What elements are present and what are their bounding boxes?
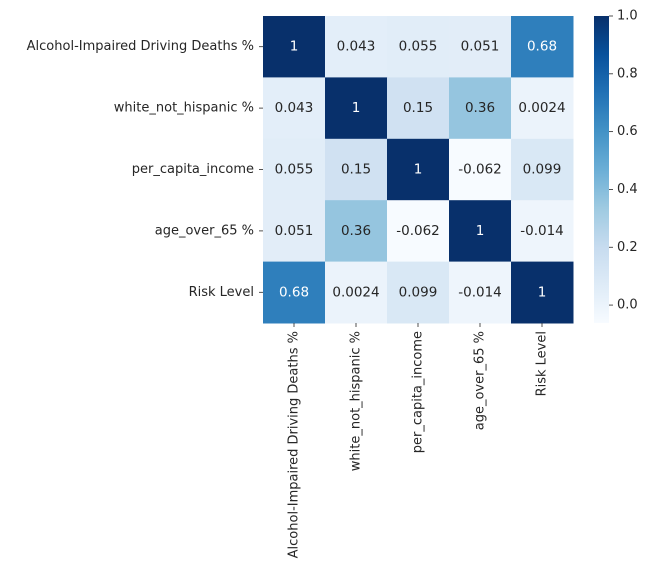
cell-value-label: -0.062 bbox=[458, 162, 502, 178]
heatmap-cell bbox=[325, 138, 388, 201]
colorbar-tick-label: 1.0 bbox=[617, 9, 638, 24]
heatmap-cell bbox=[511, 16, 574, 78]
cell-value-label: 1 bbox=[414, 162, 423, 178]
heatmap-cell bbox=[325, 200, 388, 263]
heatmap-cells bbox=[263, 16, 574, 324]
heatmap-cell bbox=[263, 16, 326, 78]
x-tick-label: Risk Level bbox=[535, 331, 550, 396]
cell-value-label: 0.36 bbox=[465, 100, 495, 116]
heatmap-cell bbox=[325, 261, 388, 324]
x-tick-label: white_not_hispanic % bbox=[349, 331, 364, 471]
cell-value-label: 0.043 bbox=[337, 39, 376, 55]
y-tick-label: white_not_hispanic % bbox=[114, 101, 254, 116]
heatmap-cell bbox=[449, 16, 512, 78]
heatmap-cell bbox=[449, 77, 512, 140]
cell-value-label: 0.68 bbox=[527, 39, 557, 55]
heatmap-cell bbox=[511, 261, 574, 324]
heatmap-cell bbox=[387, 77, 450, 140]
colorbar-tick-label: 0.4 bbox=[617, 182, 638, 197]
cell-value-label: -0.014 bbox=[520, 223, 564, 239]
heatmap-cell bbox=[387, 261, 450, 324]
heatmap-cell bbox=[387, 16, 450, 78]
heatmap-cell bbox=[449, 261, 512, 324]
cell-value-label: 1 bbox=[290, 39, 299, 55]
x-tick-label: Alcohol-Impaired Driving Deaths % bbox=[287, 331, 302, 558]
heatmap-cell bbox=[263, 77, 326, 140]
heatmap-cell bbox=[511, 200, 574, 263]
y-tick-label: Alcohol-Impaired Driving Deaths % bbox=[27, 39, 254, 54]
colorbar: 0.0 0.2 0.4 0.6 0.8 1.0 bbox=[594, 9, 638, 323]
colorbar-tick-label: 0.6 bbox=[617, 124, 638, 139]
cell-value-label: 0.0024 bbox=[332, 284, 379, 300]
y-tick-label: Risk Level bbox=[189, 285, 254, 300]
cell-value-label: 0.051 bbox=[461, 39, 500, 55]
cell-value-label: 0.055 bbox=[399, 39, 438, 55]
heatmap-cell bbox=[387, 138, 450, 201]
cell-labels: 1 0.043 0.055 0.051 0.68 0.043 1 0.15 0.36 0.0024… bbox=[275, 39, 566, 301]
cell-value-label: 1 bbox=[476, 223, 485, 239]
heatmap-cell bbox=[263, 261, 326, 324]
cell-value-label: 0.099 bbox=[399, 284, 438, 300]
heatmap-cell bbox=[449, 200, 512, 263]
colorbar-tick-label: 0.8 bbox=[617, 66, 638, 81]
y-axis-ticks: Alcohol-Impaired Driving Deaths % white_n… bbox=[27, 39, 263, 300]
heatmap-cell bbox=[511, 138, 574, 201]
y-tick-label: age_over_65 % bbox=[155, 223, 254, 238]
colorbar-gradient bbox=[594, 16, 609, 323]
cell-value-label: 1 bbox=[538, 284, 547, 300]
heatmap-cell bbox=[263, 200, 326, 263]
x-tick-label: age_over_65 % bbox=[473, 331, 488, 430]
cell-value-label: 0.055 bbox=[275, 162, 314, 178]
cell-value-label: 0.051 bbox=[275, 223, 314, 239]
heatmap-cell bbox=[449, 138, 512, 201]
cell-value-label: 0.0024 bbox=[518, 100, 565, 116]
cell-value-label: 0.043 bbox=[275, 100, 314, 116]
cell-value-label: 0.099 bbox=[523, 162, 562, 178]
x-axis-ticks: Alcohol-Impaired Driving Deaths % white_n… bbox=[287, 323, 550, 558]
cell-value-label: 0.36 bbox=[341, 223, 371, 239]
colorbar-tick-label: 0.2 bbox=[617, 240, 638, 255]
cell-value-label: 0.15 bbox=[403, 100, 433, 116]
cell-value-label: 1 bbox=[352, 100, 361, 116]
cell-value-label: -0.062 bbox=[396, 223, 440, 239]
cell-value-label: -0.014 bbox=[458, 284, 502, 300]
heatmap-cell bbox=[511, 77, 574, 140]
x-tick-label: per_capita_income bbox=[411, 331, 426, 453]
colorbar-tick-label: 0.0 bbox=[617, 298, 638, 313]
heatmap-cell bbox=[325, 77, 388, 140]
heatmap-cell bbox=[263, 138, 326, 201]
heatmap-cell bbox=[387, 200, 450, 263]
heatmap-cell bbox=[325, 16, 388, 78]
cell-value-label: 0.68 bbox=[279, 284, 309, 300]
y-tick-label: per_capita_income bbox=[132, 162, 254, 177]
cell-value-label: 0.15 bbox=[341, 162, 371, 178]
